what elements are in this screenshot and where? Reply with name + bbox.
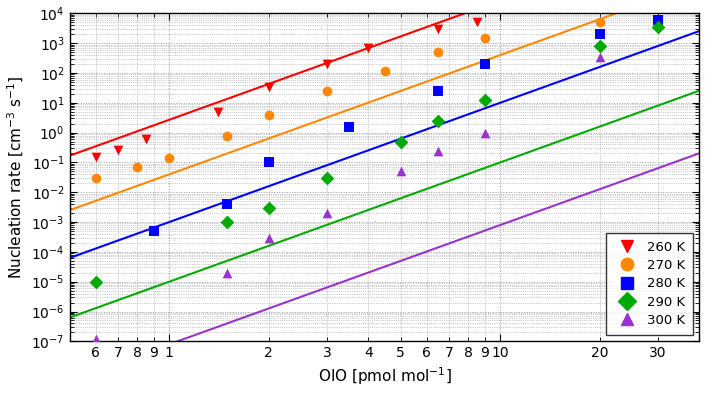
Point [140,136,152,142]
Point [263,205,274,211]
Point [149,228,160,234]
Point [479,129,491,136]
Point [433,26,444,32]
Point [343,124,355,130]
Point [594,53,606,60]
Point [263,112,274,118]
Point [90,175,102,181]
Point [479,61,491,67]
Point [222,201,233,207]
Point [263,83,274,90]
Point [263,235,274,241]
X-axis label: OIO [pmol mol$^{-1}$]: OIO [pmol mol$^{-1}$] [318,366,451,387]
Point [652,17,663,23]
Point [164,155,175,161]
Point [363,45,374,51]
Point [479,97,491,104]
Point [321,210,333,216]
Point [321,61,333,67]
Point [90,154,102,160]
Point [471,19,482,26]
Point [652,24,663,30]
Point [380,68,391,74]
Point [222,219,233,225]
Point [321,175,333,181]
Point [90,336,102,342]
Point [433,118,444,124]
Point [395,138,406,145]
Point [222,132,233,139]
Point [112,147,123,153]
Point [433,49,444,55]
Point [321,88,333,94]
Point [395,168,406,174]
Point [433,88,444,94]
Point [594,31,606,37]
Point [212,108,223,115]
Point [263,159,274,165]
Legend: 260 K, 270 K, 280 K, 290 K, 300 K: 260 K, 270 K, 280 K, 290 K, 300 K [606,233,693,335]
Point [594,43,606,49]
Y-axis label: Nucleation rate [cm$^{-3}$ s$^{-1}$]: Nucleation rate [cm$^{-3}$ s$^{-1}$] [6,75,25,279]
Point [132,164,143,170]
Point [433,147,444,154]
Point [479,35,491,41]
Point [90,279,102,285]
Point [594,19,606,26]
Point [222,270,233,276]
